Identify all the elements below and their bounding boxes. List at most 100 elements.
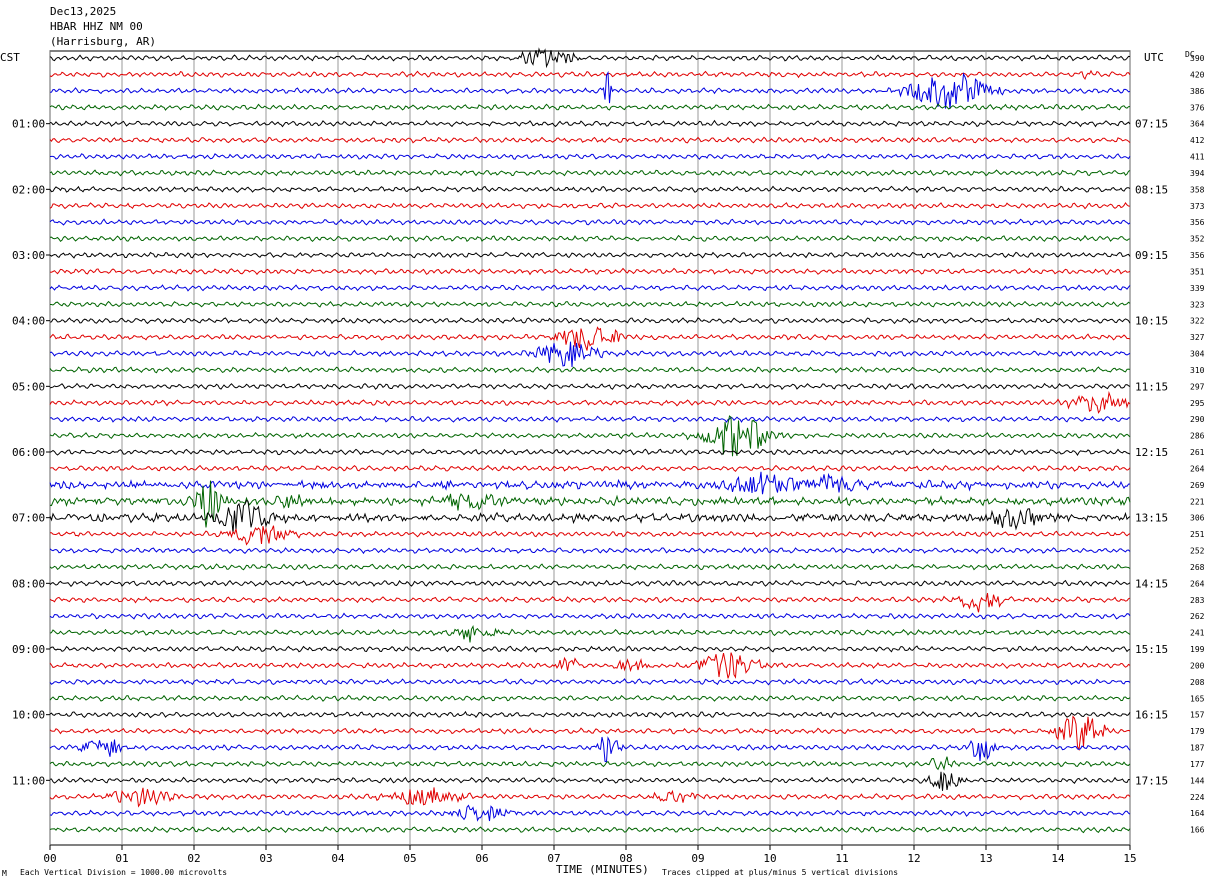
dc-offset-label: 356 (1190, 251, 1205, 260)
right-time-label: 15:15 (1135, 643, 1168, 656)
dc-offset-label: 166 (1190, 826, 1205, 835)
trace-line (49, 756, 1131, 771)
dc-offset-label: 262 (1190, 612, 1205, 621)
left-time-label: 08:00 (12, 577, 45, 590)
dc-offset-label: 295 (1190, 399, 1205, 408)
clip-note: Traces clipped at plus/minus 5 vertical … (662, 868, 899, 877)
dc-offset-label: 251 (1190, 530, 1205, 539)
left-axis-label: CST (0, 51, 20, 64)
left-time-label: 09:00 (12, 643, 45, 656)
dc-offset-label: 352 (1190, 235, 1205, 244)
trace-line (49, 47, 1131, 69)
dc-offset-label: 412 (1190, 136, 1205, 145)
dc-offset-label: 199 (1190, 645, 1205, 654)
trace-line (49, 202, 1131, 210)
trace-line (49, 612, 1131, 620)
left-time-label: 04:00 (12, 315, 45, 328)
dc-offset-label: 177 (1190, 760, 1205, 769)
right-time-label: 08:15 (1135, 183, 1168, 196)
trace-line (49, 366, 1131, 374)
dc-offset-label: 322 (1190, 317, 1205, 326)
header-station: HBAR HHZ NM 00 (50, 20, 143, 33)
dc-offset-label: 310 (1190, 366, 1205, 375)
trace-line (49, 787, 1131, 808)
trace-line (49, 119, 1131, 128)
trace-line (49, 593, 1131, 613)
dc-offset-label: 164 (1190, 809, 1205, 818)
dc-offset-label: 224 (1190, 793, 1205, 802)
dc-offset-label: 356 (1190, 218, 1205, 227)
dc-offset-label: 351 (1190, 267, 1205, 276)
dc-offset-label: 390 (1190, 54, 1205, 63)
trace-line (49, 694, 1131, 702)
trace-line (49, 715, 1131, 752)
left-time-label: 07:00 (12, 512, 45, 525)
x-axis-title: TIME (MINUTES) (556, 863, 649, 876)
x-tick-label: 05 (403, 852, 416, 865)
dc-offset-label: 252 (1190, 547, 1205, 556)
trace-line (49, 448, 1131, 456)
dc-offset-label: 165 (1190, 694, 1205, 703)
dc-offset-label: 157 (1190, 711, 1205, 720)
left-time-label: 05:00 (12, 380, 45, 393)
trace-line (49, 103, 1131, 111)
x-tick-label: 13 (979, 852, 992, 865)
x-tick-label: 10 (763, 852, 776, 865)
dc-offset-label: 144 (1190, 776, 1205, 785)
dc-offset-label: 179 (1190, 727, 1205, 736)
dc-offset-label: 306 (1190, 514, 1205, 523)
x-tick-label: 11 (835, 852, 848, 865)
left-time-label: 11:00 (12, 774, 45, 787)
trace-line (49, 678, 1131, 686)
trace-line (49, 710, 1131, 719)
dc-offset-label: 339 (1190, 284, 1205, 293)
x-tick-label: 07 (547, 852, 560, 865)
scale-note: Each Vertical Division = 1000.00 microvo… (20, 868, 228, 877)
trace-line (49, 625, 1131, 643)
trace-line (49, 652, 1131, 679)
trace-line (49, 499, 1131, 534)
dc-offset-label: 327 (1190, 333, 1205, 342)
trace-line (49, 341, 1131, 368)
x-tick-label: 09 (691, 852, 704, 865)
left-time-label: 10:00 (12, 709, 45, 722)
trace-line (49, 525, 1131, 546)
header-date: Dec13,2025 (50, 5, 117, 18)
x-tick-label: 08 (619, 852, 632, 865)
dc-offset-label: 411 (1190, 153, 1205, 162)
left-time-label: 02:00 (12, 183, 45, 196)
dc-offset-label: 283 (1190, 596, 1205, 605)
dc-offset-label: 304 (1190, 350, 1205, 359)
trace-line (49, 185, 1131, 194)
trace-line (49, 153, 1131, 161)
trace-line (49, 390, 1131, 414)
trace-line (49, 464, 1131, 473)
trace-line (49, 645, 1131, 653)
dc-offset-label: 297 (1190, 382, 1205, 391)
dc-offset-label: 264 (1190, 464, 1205, 473)
trace-line (49, 382, 1131, 391)
dc-offset-label: 373 (1190, 202, 1205, 211)
left-time-label: 03:00 (12, 249, 45, 262)
right-time-label: 14:15 (1135, 577, 1168, 590)
dc-offset-label: 269 (1190, 481, 1205, 490)
dc-offset-label: 386 (1190, 87, 1205, 96)
trace-line (49, 69, 1131, 81)
trace-line (49, 267, 1131, 276)
trace-line (49, 284, 1131, 292)
x-tick-label: 15 (1123, 852, 1136, 865)
dc-offset-label: 364 (1190, 120, 1205, 129)
right-time-label: 10:15 (1135, 315, 1168, 328)
x-tick-label: 03 (259, 852, 272, 865)
dc-offset-label: 268 (1190, 563, 1205, 572)
right-time-label: 17:15 (1135, 774, 1168, 787)
left-time-label: 06:00 (12, 446, 45, 459)
x-tick-label: 12 (907, 852, 920, 865)
dc-offset-label: 200 (1190, 661, 1205, 670)
dc-offset-label: 187 (1190, 744, 1205, 753)
dc-offset-label: 394 (1190, 169, 1205, 178)
dc-label: DC (1185, 50, 1195, 59)
right-time-label: 07:15 (1135, 118, 1168, 131)
trace-line (49, 218, 1131, 226)
